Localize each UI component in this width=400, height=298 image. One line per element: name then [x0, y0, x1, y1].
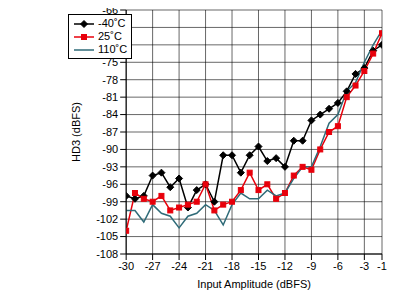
svg-text:-96: -96	[102, 178, 118, 190]
svg-text:-30: -30	[118, 260, 134, 272]
svg-text:-108: -108	[96, 248, 118, 260]
svg-text:-9: -9	[307, 260, 317, 272]
svg-text:-21: -21	[198, 260, 214, 272]
svg-text:HD3 (dBFS): HD3 (dBFS)	[70, 102, 82, 162]
svg-text:-81: -81	[102, 91, 118, 103]
svg-text:-12: -12	[277, 260, 293, 272]
svg-text:-3: -3	[359, 260, 369, 272]
svg-text:-6: -6	[333, 260, 343, 272]
svg-text:-15: -15	[251, 260, 267, 272]
svg-text:-27: -27	[145, 260, 161, 272]
svg-text:Input Amplitude (dBFS): Input Amplitude (dBFS)	[197, 278, 311, 290]
svg-text:-90: -90	[102, 143, 118, 155]
svg-text:-75: -75	[102, 56, 118, 68]
svg-text:-69: -69	[102, 21, 118, 33]
svg-text:-87: -87	[102, 126, 118, 138]
svg-text:-18: -18	[224, 260, 240, 272]
svg-text:-93: -93	[102, 161, 118, 173]
svg-text:-24: -24	[171, 260, 187, 272]
svg-text:-99: -99	[102, 196, 118, 208]
svg-text:-78: -78	[102, 74, 118, 86]
svg-text:-72: -72	[102, 39, 118, 51]
svg-text:-102: -102	[96, 213, 118, 225]
svg-text:-66: -66	[102, 8, 118, 16]
svg-text:-84: -84	[102, 108, 118, 120]
svg-text:-1: -1	[377, 260, 387, 272]
svg-text:-105: -105	[96, 230, 118, 242]
